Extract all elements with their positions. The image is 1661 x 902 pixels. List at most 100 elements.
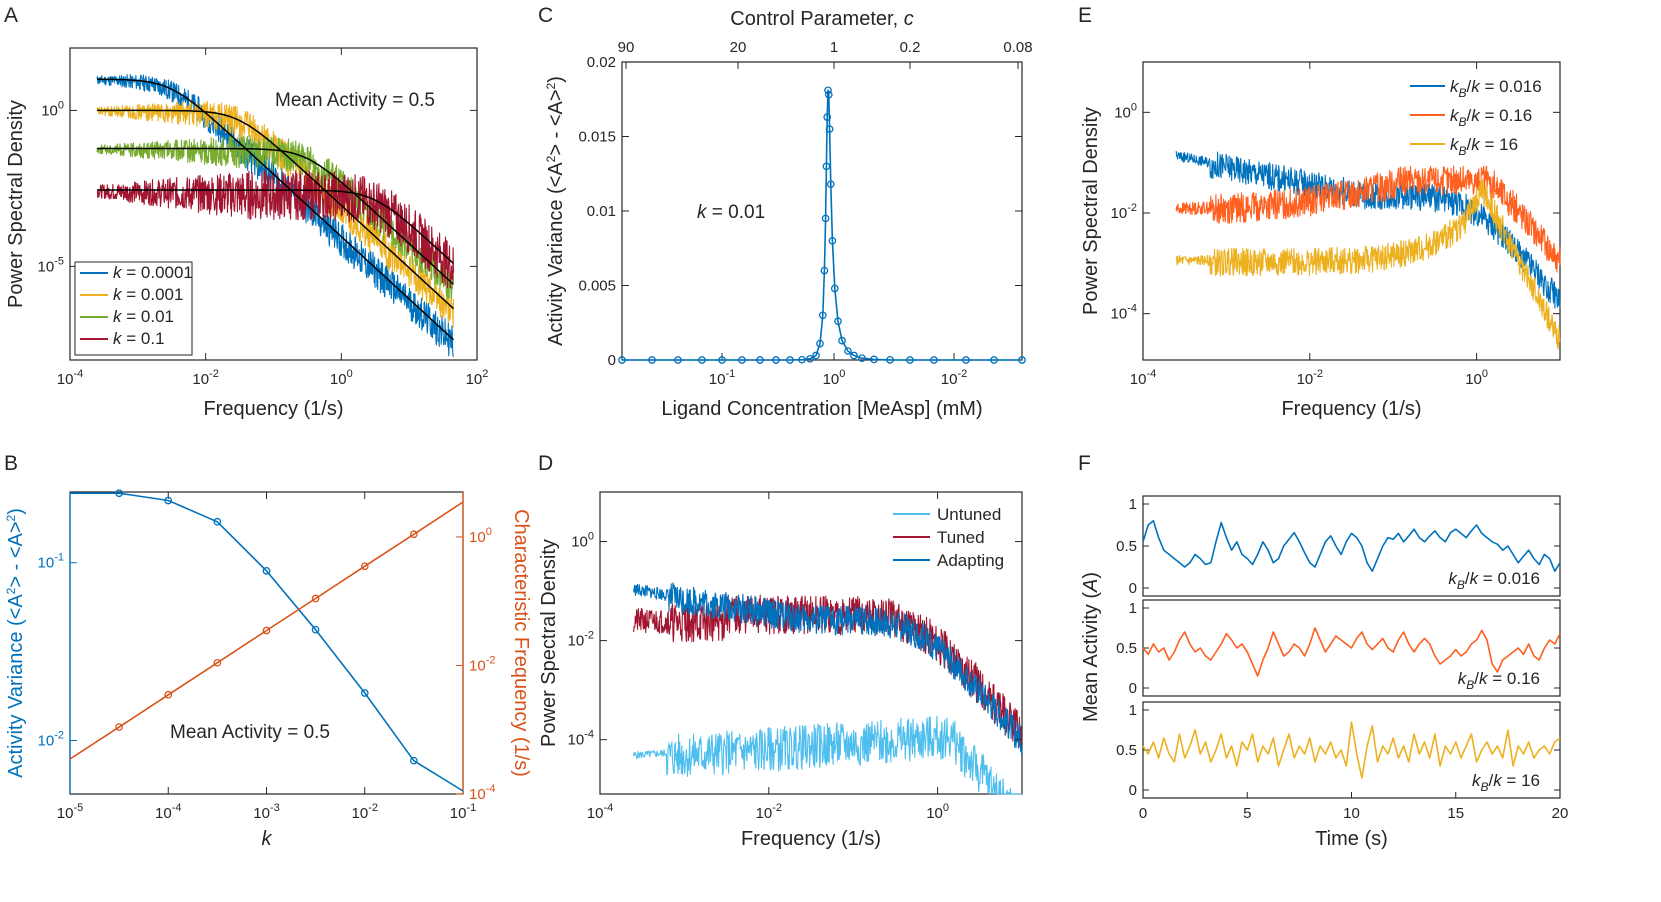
series-line: [633, 715, 1022, 795]
data-point: [311, 594, 320, 603]
y-axis-label: Activity Variance (<A2> - <A>2): [4, 508, 27, 778]
data-point: [360, 689, 369, 697]
y-tick-label: 10-1: [38, 552, 64, 572]
data-point: [962, 356, 970, 364]
data-point: [821, 214, 830, 223]
data-point: [823, 113, 832, 121]
legend-entry: k = 0.1: [113, 329, 165, 348]
panel-label-B: B: [4, 452, 18, 475]
panel-label-F: F: [1078, 452, 1091, 475]
panel-label-A: A: [4, 4, 18, 27]
x-tick-label: 10-5: [57, 802, 83, 822]
panel-E: 10-4 10-2 100 10-4 10-2 100 Frequency (1/s) Pow…: [1080, 61, 1561, 420]
data-point: [618, 356, 626, 364]
y-tick-label: 0: [1129, 782, 1137, 799]
data-point: [838, 336, 846, 345]
subplot: 0 0.5 1 kB/k = 0.16: [1116, 599, 1561, 697]
axes-frame: [69, 47, 478, 361]
y-tick-label: 1: [1129, 702, 1137, 719]
data-point: [844, 347, 852, 355]
data-point: [906, 356, 914, 364]
y-tick-label: 0.01: [587, 203, 616, 220]
legend: kB/k = 0.016 kB/k = 0.16 kB/k = 16: [1410, 77, 1542, 158]
y-tick-label: 0: [1129, 680, 1137, 697]
series-line: [96, 100, 455, 328]
annotation: Mean Activity = 0.5: [275, 90, 435, 111]
panel-label-C: C: [538, 4, 553, 27]
data-point: [360, 562, 369, 571]
fit-line: [97, 147, 454, 285]
y-tick-label: 1: [1129, 600, 1137, 617]
top-x-tick-label: 0.2: [900, 39, 921, 56]
series-line: [1142, 627, 1561, 677]
y-tick-label: 0.5: [1116, 742, 1137, 759]
data-point: [262, 567, 271, 575]
data-point: [115, 723, 123, 731]
series-line: [1175, 165, 1561, 273]
annotation: k = 0.01: [697, 202, 765, 223]
subplot-label: kB/k = 0.016: [1448, 569, 1540, 592]
data-point: [990, 356, 998, 364]
y2-tick-label: 100: [469, 526, 492, 546]
data-point: [870, 355, 878, 364]
x-tick-label: 10-1: [709, 368, 735, 388]
data-point: [830, 284, 839, 293]
data-point: [806, 354, 814, 363]
legend-entry: k = 0.01: [113, 307, 174, 326]
legend-entry: kB/k = 16: [1450, 135, 1518, 158]
x-tick-label: 10-4: [1130, 368, 1156, 388]
series-line: [96, 170, 455, 289]
series-line: [96, 73, 454, 357]
panel-F: 0 0.5 1 kB/k = 0.016 0 0.5 1 kB/k = 0.16 0 0.5 1 kB…: [1080, 495, 1569, 850]
data-point: [834, 317, 842, 326]
x-tick-label: 0: [1139, 805, 1147, 822]
series-line: [1175, 151, 1561, 309]
data-point: [213, 517, 222, 526]
data-point: [648, 356, 656, 364]
subplot-label: kB/k = 0.16: [1458, 669, 1540, 692]
legend-entry: Tuned: [937, 528, 985, 547]
series-line: [1175, 177, 1561, 350]
x-tick-label: 10-2: [192, 368, 218, 388]
y-axis-label: Power Spectral Density: [5, 100, 27, 308]
subplot-label: kB/k = 16: [1472, 771, 1540, 794]
x-tick-label: 10-2: [352, 802, 378, 822]
x-tick-label: 20: [1552, 805, 1569, 822]
y-axis-label: Activity Variance (<A2> - <A>2): [544, 76, 567, 346]
data-point: [772, 356, 780, 364]
series-line: [69, 501, 464, 760]
panel-label-E: E: [1078, 4, 1092, 27]
data-point: [822, 162, 831, 171]
subplot: 0 0.5 1 kB/k = 0.016: [1116, 495, 1561, 597]
data-point: [816, 339, 824, 348]
y-axis-label: Power Spectral Density: [1080, 107, 1102, 315]
x-tick-label: 10: [1343, 805, 1360, 822]
y-axis-label: Power Spectral Density: [538, 539, 560, 747]
y-tick-label: 10-2: [1111, 202, 1137, 222]
data-point: [674, 356, 682, 364]
data-point: [262, 626, 271, 635]
x-tick-label: 100: [330, 368, 353, 388]
data-point: [798, 355, 806, 364]
top-x-tick-label: 20: [730, 39, 747, 56]
x-axis-label: Frequency (1/s): [741, 828, 881, 850]
y-tick-label: 10-2: [38, 729, 64, 749]
x-tick-label: 15: [1447, 805, 1464, 822]
axes-frame: [599, 491, 1023, 795]
legend: k = 0.0001 k = 0.001 k = 0.01 k = 0.1: [74, 261, 193, 356]
y-tick-label: 10-2: [568, 630, 594, 650]
y-tick-label: 0.015: [578, 129, 616, 146]
y-tick-label: 10-5: [38, 255, 64, 275]
data-point: [850, 351, 858, 360]
legend-entry: Untuned: [937, 505, 1001, 524]
x-axis-label: k: [262, 828, 273, 850]
x-axis-label: Ligand Concentration [MeAsp] (mM): [661, 398, 982, 420]
x-tick-label: 102: [466, 368, 489, 388]
x-tick-label: 10-4: [57, 368, 83, 388]
x-tick-label: 100: [926, 802, 949, 822]
x-tick-label: 10-2: [1297, 368, 1323, 388]
data-point: [930, 356, 938, 364]
legend-entry: Adapting: [937, 551, 1004, 570]
x-tick-label: 100: [823, 368, 846, 388]
